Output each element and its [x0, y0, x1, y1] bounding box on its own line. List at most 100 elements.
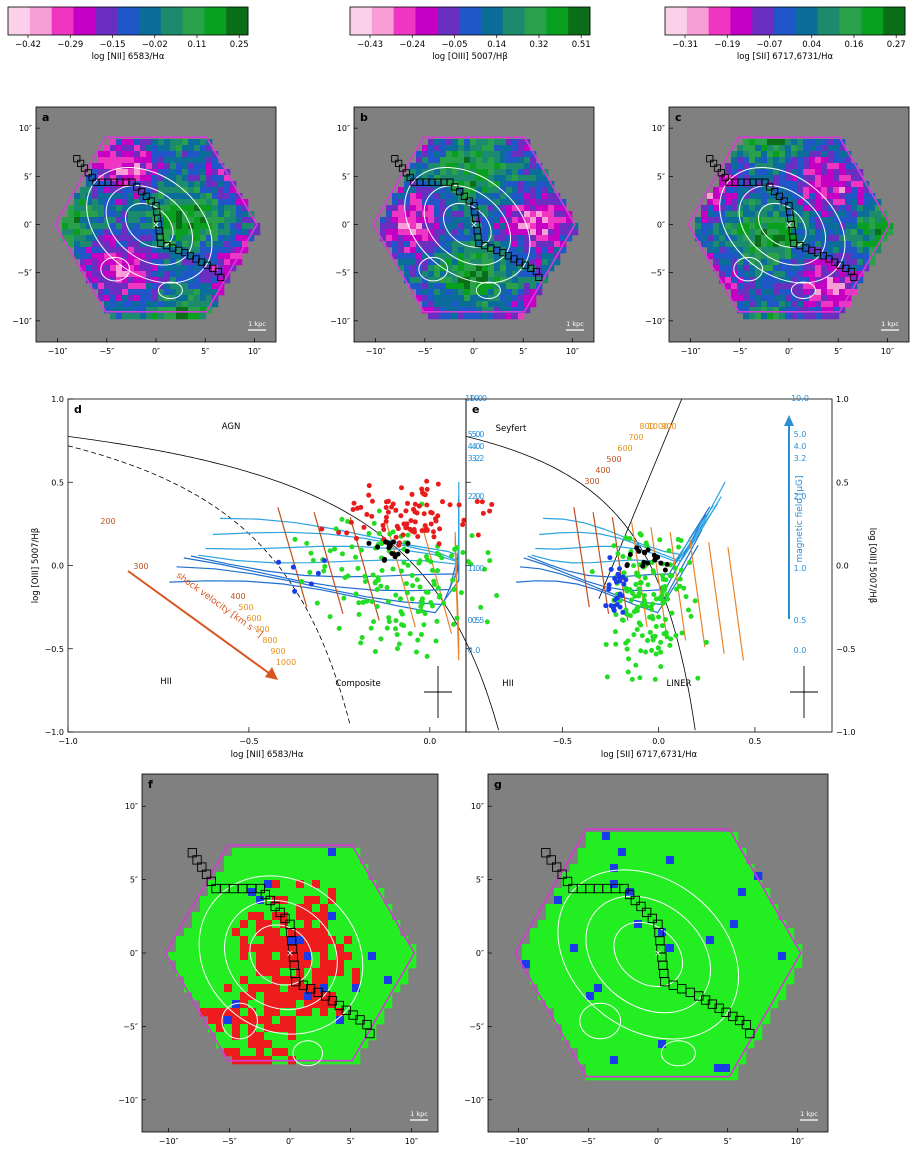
map-pixel	[863, 193, 870, 200]
map-pixel	[714, 1056, 723, 1065]
map-pixel	[626, 992, 635, 1001]
field-label: 2.0	[472, 492, 485, 501]
map-pixel	[428, 283, 435, 290]
map-pixel	[264, 856, 273, 865]
data-point	[393, 592, 399, 598]
map-pixel	[212, 205, 219, 212]
map-pixel	[746, 960, 755, 969]
map-pixel	[536, 163, 543, 170]
map-pixel	[749, 307, 756, 314]
map-pixel	[440, 181, 447, 188]
map-pixel	[176, 960, 185, 969]
map-pixel	[452, 313, 459, 320]
map-pixel	[98, 175, 105, 182]
data-point	[653, 624, 659, 630]
map-pixel	[296, 1024, 305, 1033]
map-pixel	[146, 187, 153, 194]
map-pixel	[762, 912, 771, 921]
panel-letter: d	[74, 403, 82, 416]
map-pixel	[404, 235, 411, 242]
map-pixel	[779, 157, 786, 164]
map-pixel	[542, 253, 549, 260]
map-pixel	[360, 1032, 369, 1041]
map-pixel	[821, 163, 828, 170]
panel-letter: f	[148, 778, 153, 791]
map-pixel	[682, 880, 691, 889]
map-pixel	[803, 259, 810, 266]
maximum-starburst-line	[67, 436, 499, 731]
map-pixel	[518, 301, 525, 308]
map-pixel	[666, 1016, 675, 1025]
map-pixel	[548, 193, 555, 200]
data-point	[380, 522, 386, 528]
map-pixel	[422, 301, 429, 308]
map-pixel	[400, 976, 409, 985]
map-pixel	[538, 960, 547, 969]
map-pixel	[554, 888, 563, 897]
map-pixel	[761, 163, 768, 170]
colorbar-swatch	[459, 7, 482, 35]
map-pixel	[256, 1048, 265, 1057]
map-pixel	[719, 217, 726, 224]
slit-box	[741, 1019, 752, 1030]
map-pixel	[626, 944, 635, 953]
map-pixel	[200, 289, 207, 296]
data-point	[627, 536, 633, 542]
map-x-tick-label: −10″	[159, 1137, 179, 1146]
map-pixel	[288, 1048, 297, 1057]
map-pixel	[767, 223, 774, 230]
map-pixel	[384, 920, 393, 929]
map-pixel	[164, 277, 171, 284]
map-pixel	[809, 199, 816, 206]
map-pixel	[336, 888, 345, 897]
map-pixel	[602, 952, 611, 961]
map-pixel	[320, 880, 329, 889]
map-pixel	[182, 235, 189, 242]
map-pixel	[488, 163, 495, 170]
map-pixel	[707, 235, 714, 242]
map-pixel	[352, 1040, 361, 1049]
map-pixel	[192, 912, 201, 921]
map-pixel	[224, 912, 233, 921]
map-pixel	[719, 205, 726, 212]
slit-box	[348, 1010, 358, 1020]
map-pixel	[458, 289, 465, 296]
map-pixel	[336, 864, 345, 873]
map-pixel	[128, 205, 135, 212]
map-pixel	[761, 271, 768, 278]
map-pixel	[586, 992, 595, 1001]
map-pixel	[200, 984, 209, 993]
map-pixel	[110, 247, 117, 254]
map-pixel	[386, 205, 393, 212]
map-pixel	[200, 223, 207, 230]
map-pixel	[778, 944, 787, 953]
map-pixel	[176, 968, 185, 977]
map-pixel	[682, 912, 691, 921]
map-pixel	[224, 984, 233, 993]
map-pixel	[288, 1016, 297, 1025]
map-pixel	[422, 247, 429, 254]
map-pixel	[548, 223, 555, 230]
map-pixel	[98, 241, 105, 248]
scalebar-label: 1 kpc	[881, 320, 899, 328]
slit-trace	[541, 848, 755, 1039]
map-pixel	[392, 944, 401, 953]
x-axis-label: log [SII] 6717,6731/Hα	[601, 750, 698, 760]
map-pixel	[530, 259, 537, 266]
velocity-label: 1000	[648, 422, 668, 431]
map-pixel	[682, 1024, 691, 1033]
map-x-tick-label: −10″	[48, 347, 68, 356]
map-pixel	[512, 217, 519, 224]
map-pixel	[845, 169, 852, 176]
map-pixel	[682, 952, 691, 961]
map-pixel	[791, 295, 798, 302]
map-pixel	[785, 217, 792, 224]
map-pixel	[626, 1016, 635, 1025]
data-point	[418, 608, 424, 614]
map-pixel	[170, 301, 177, 308]
map-pixel	[328, 880, 337, 889]
map-pixel	[360, 872, 369, 881]
map-pixel	[714, 1032, 723, 1041]
map-pixel	[833, 193, 840, 200]
map-pixel	[74, 253, 81, 260]
